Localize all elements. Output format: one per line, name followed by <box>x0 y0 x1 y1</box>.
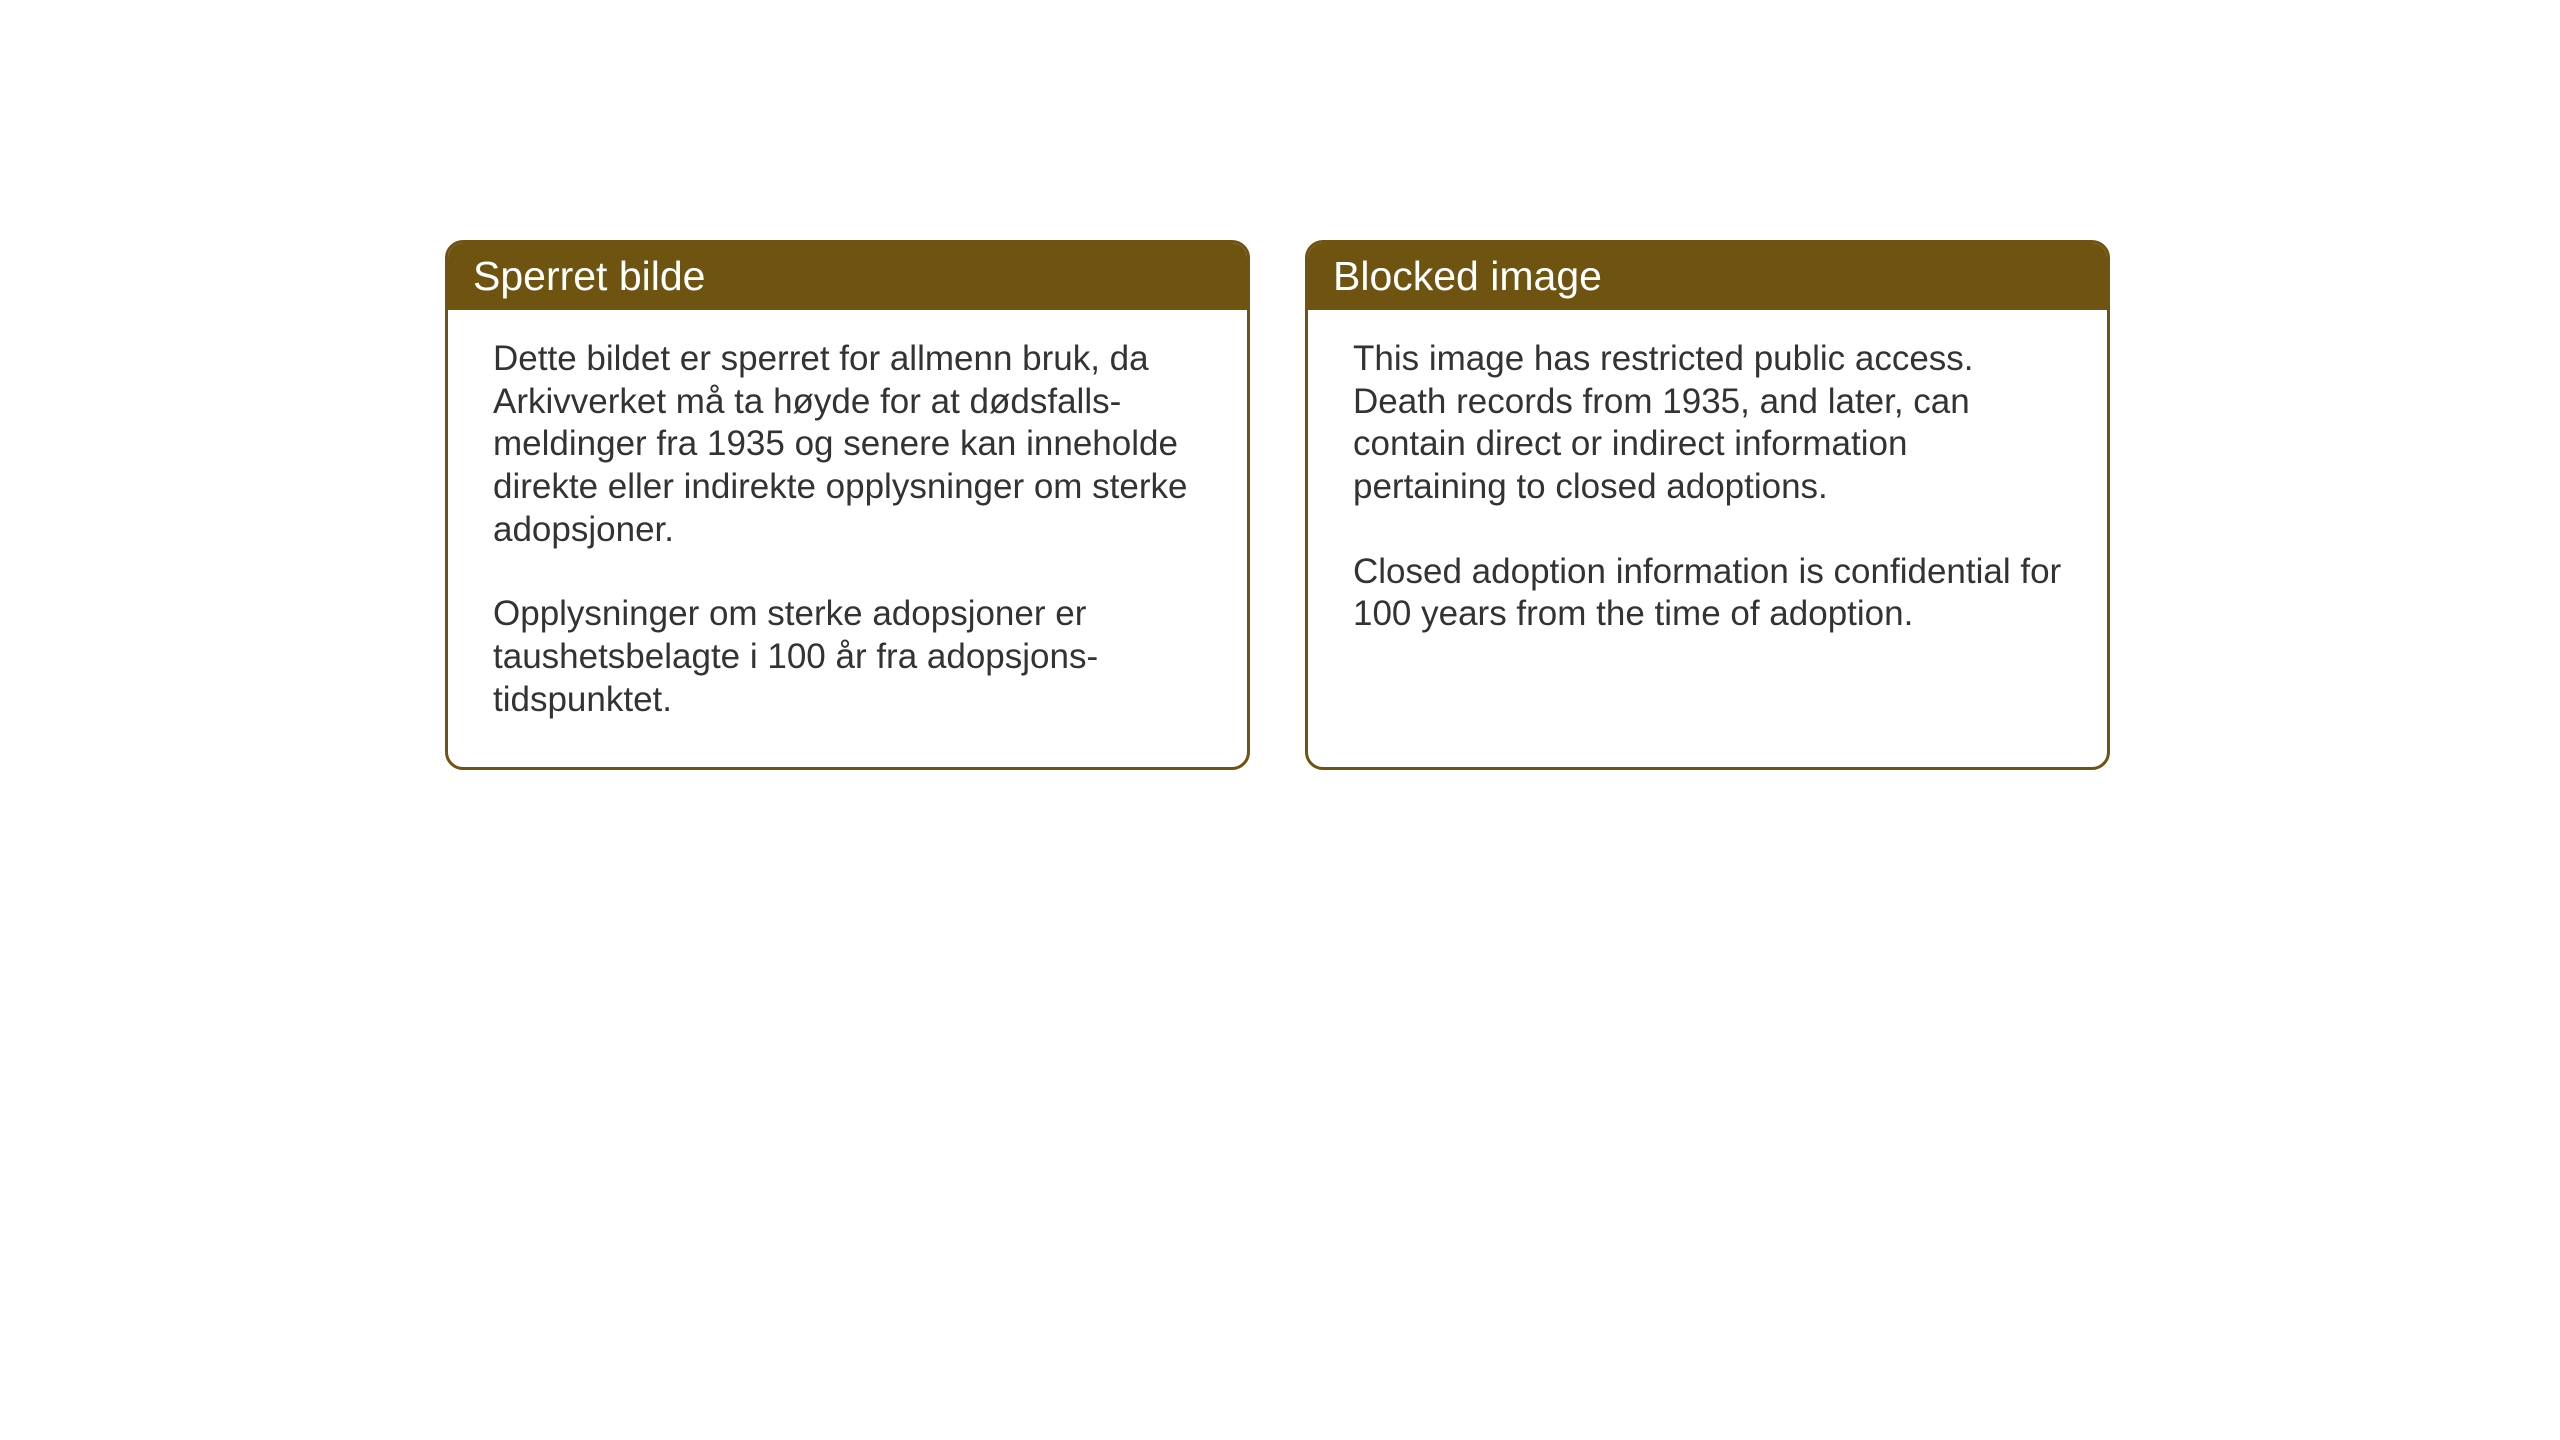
card-norwegian-header: Sperret bilde <box>448 243 1247 310</box>
card-english-paragraph-1: This image has restricted public access.… <box>1353 338 2062 509</box>
card-norwegian-paragraph-2: Opplysninger om sterke adopsjoner er tau… <box>493 593 1202 721</box>
card-english-paragraph-2: Closed adoption information is confident… <box>1353 551 2062 636</box>
card-norwegian-body: Dette bildet er sperret for allmenn bruk… <box>448 310 1247 767</box>
card-english: Blocked image This image has restricted … <box>1305 240 2110 770</box>
cards-container: Sperret bilde Dette bildet er sperret fo… <box>445 240 2110 770</box>
card-english-title: Blocked image <box>1333 253 1602 299</box>
card-english-body: This image has restricted public access.… <box>1308 310 2107 681</box>
card-english-header: Blocked image <box>1308 243 2107 310</box>
card-norwegian: Sperret bilde Dette bildet er sperret fo… <box>445 240 1250 770</box>
card-norwegian-paragraph-1: Dette bildet er sperret for allmenn bruk… <box>493 338 1202 551</box>
card-norwegian-title: Sperret bilde <box>473 253 705 299</box>
